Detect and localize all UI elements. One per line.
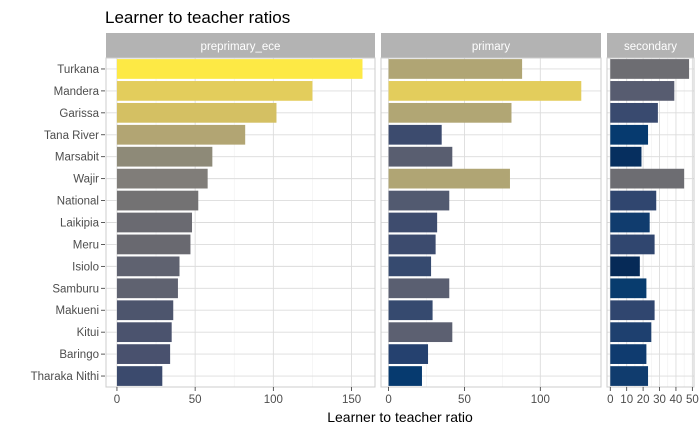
bar-secondary-isiolo: [610, 256, 640, 277]
bar-preprimary-ece-makueni: [116, 300, 174, 321]
bar-secondary-national: [610, 190, 657, 211]
facet-strip: [381, 33, 601, 58]
bar-primary-turkana: [388, 59, 523, 79]
bar-primary-laikipia: [388, 212, 438, 233]
bar-primary-garissa: [388, 102, 512, 123]
bar-preprimary-ece-meru: [116, 234, 191, 255]
bar-secondary-kitui: [610, 322, 652, 343]
bar-primary-wajir: [388, 168, 510, 189]
bar-primary-tharaka-nithi: [388, 366, 422, 386]
bar-primary-kitui: [388, 322, 453, 343]
facet-strip: [607, 33, 694, 58]
facet-strip-label: primary: [472, 41, 511, 53]
bar-primary-meru: [388, 234, 436, 255]
bar-secondary-mandera: [610, 81, 675, 101]
bar-preprimary-ece-kitui: [116, 322, 172, 343]
bar-secondary-samburu: [610, 278, 647, 299]
bar-secondary-makueni: [610, 300, 655, 321]
x-tick-label: 100: [531, 394, 550, 406]
x-tick-label: 50: [458, 394, 471, 406]
y-tick-label-laikipia: Laikipia: [60, 218, 100, 230]
bar-secondary-turkana: [610, 59, 690, 79]
bar-secondary-tana-river: [610, 124, 649, 145]
bar-preprimary-ece-marsabit: [116, 146, 213, 167]
x-tick-label: 0: [385, 394, 391, 406]
x-tick-label: 20: [637, 394, 650, 406]
bar-preprimary-ece-samburu: [116, 278, 178, 299]
x-tick-label: 150: [342, 394, 361, 406]
bar-preprimary-ece-baringo: [116, 344, 171, 364]
x-tick-label: 50: [686, 394, 699, 406]
facet-strip-label: preprimary_ece: [201, 41, 281, 53]
bar-primary-isiolo: [388, 256, 432, 277]
bar-preprimary-ece-tharaka-nithi: [116, 366, 163, 386]
x-tick-label: 0: [114, 394, 120, 406]
x-tick-label: 0: [607, 394, 613, 406]
x-tick-label: 50: [189, 394, 202, 406]
bar-secondary-wajir: [610, 168, 685, 189]
facet-strip-label: secondary: [624, 41, 677, 53]
bar-preprimary-ece-wajir: [116, 168, 208, 189]
bar-primary-tana-river: [388, 124, 442, 145]
bar-preprimary-ece-garissa: [116, 102, 277, 123]
bar-primary-national: [388, 190, 450, 211]
y-tick-label-garissa: Garissa: [59, 108, 99, 120]
y-axis-labels: Turkana Mandera Garissa Tana River Marsabit W…: [31, 64, 105, 383]
bar-primary-samburu: [388, 278, 450, 299]
bar-secondary-meru: [610, 234, 655, 255]
y-tick-label-wajir: Wajir: [73, 174, 99, 186]
x-axis-title: Learner to teacher ratio: [327, 409, 473, 425]
panel-border: [606, 57, 695, 388]
y-tick-label-tana-river: Tana River: [44, 130, 99, 142]
bar-primary-makueni: [388, 300, 433, 321]
x-tick-label: 40: [670, 394, 683, 406]
bar-primary-marsabit: [388, 146, 453, 167]
x-tick-label: 10: [620, 394, 633, 406]
chart-title: Learner to teacher ratios: [105, 8, 290, 27]
x-tick-label: 100: [264, 394, 283, 406]
y-tick-label-samburu: Samburu: [52, 283, 99, 295]
bar-primary-mandera: [388, 81, 582, 101]
bar-secondary-laikipia: [610, 212, 650, 233]
y-tick-label-mandera: Mandera: [54, 86, 100, 98]
bar-preprimary-ece-national: [116, 190, 199, 211]
y-tick-label-tharaka-nithi: Tharaka Nithi: [31, 371, 99, 383]
bar-preprimary-ece-laikipia: [116, 212, 193, 233]
facet-strip: [106, 33, 375, 58]
bar-secondary-garissa: [610, 102, 658, 123]
y-tick-label-marsabit: Marsabit: [55, 152, 100, 164]
facet-secondary: secondary 0 10 20 30 40 50: [606, 33, 699, 406]
bar-preprimary-ece-mandera: [116, 81, 313, 101]
bar-preprimary-ece-turkana: [116, 59, 363, 79]
y-tick-label-turkana: Turkana: [57, 64, 99, 76]
y-tick-label-baringo: Baringo: [59, 349, 99, 361]
panel-border: [380, 57, 602, 388]
bar-secondary-baringo: [610, 344, 647, 364]
bar-primary-baringo: [388, 344, 429, 364]
x-tick-label: 30: [653, 394, 666, 406]
panel-border: [105, 57, 376, 388]
facet-primary: primary 0 50 100: [380, 33, 602, 406]
y-tick-label-national: National: [57, 196, 99, 208]
bar-preprimary-ece-tana-river: [116, 124, 246, 145]
bar-secondary-tharaka-nithi: [610, 366, 649, 386]
bar-secondary-marsabit: [610, 146, 642, 167]
y-tick-label-kitui: Kitui: [77, 327, 99, 339]
facet-preprimary-ece: preprimary_ece 0 50 100 150: [105, 33, 376, 406]
y-tick-label-meru: Meru: [73, 239, 99, 251]
y-tick-label-isiolo: Isiolo: [72, 261, 99, 273]
y-tick-label-makueni: Makueni: [56, 305, 99, 317]
bar-preprimary-ece-isiolo: [116, 256, 180, 277]
